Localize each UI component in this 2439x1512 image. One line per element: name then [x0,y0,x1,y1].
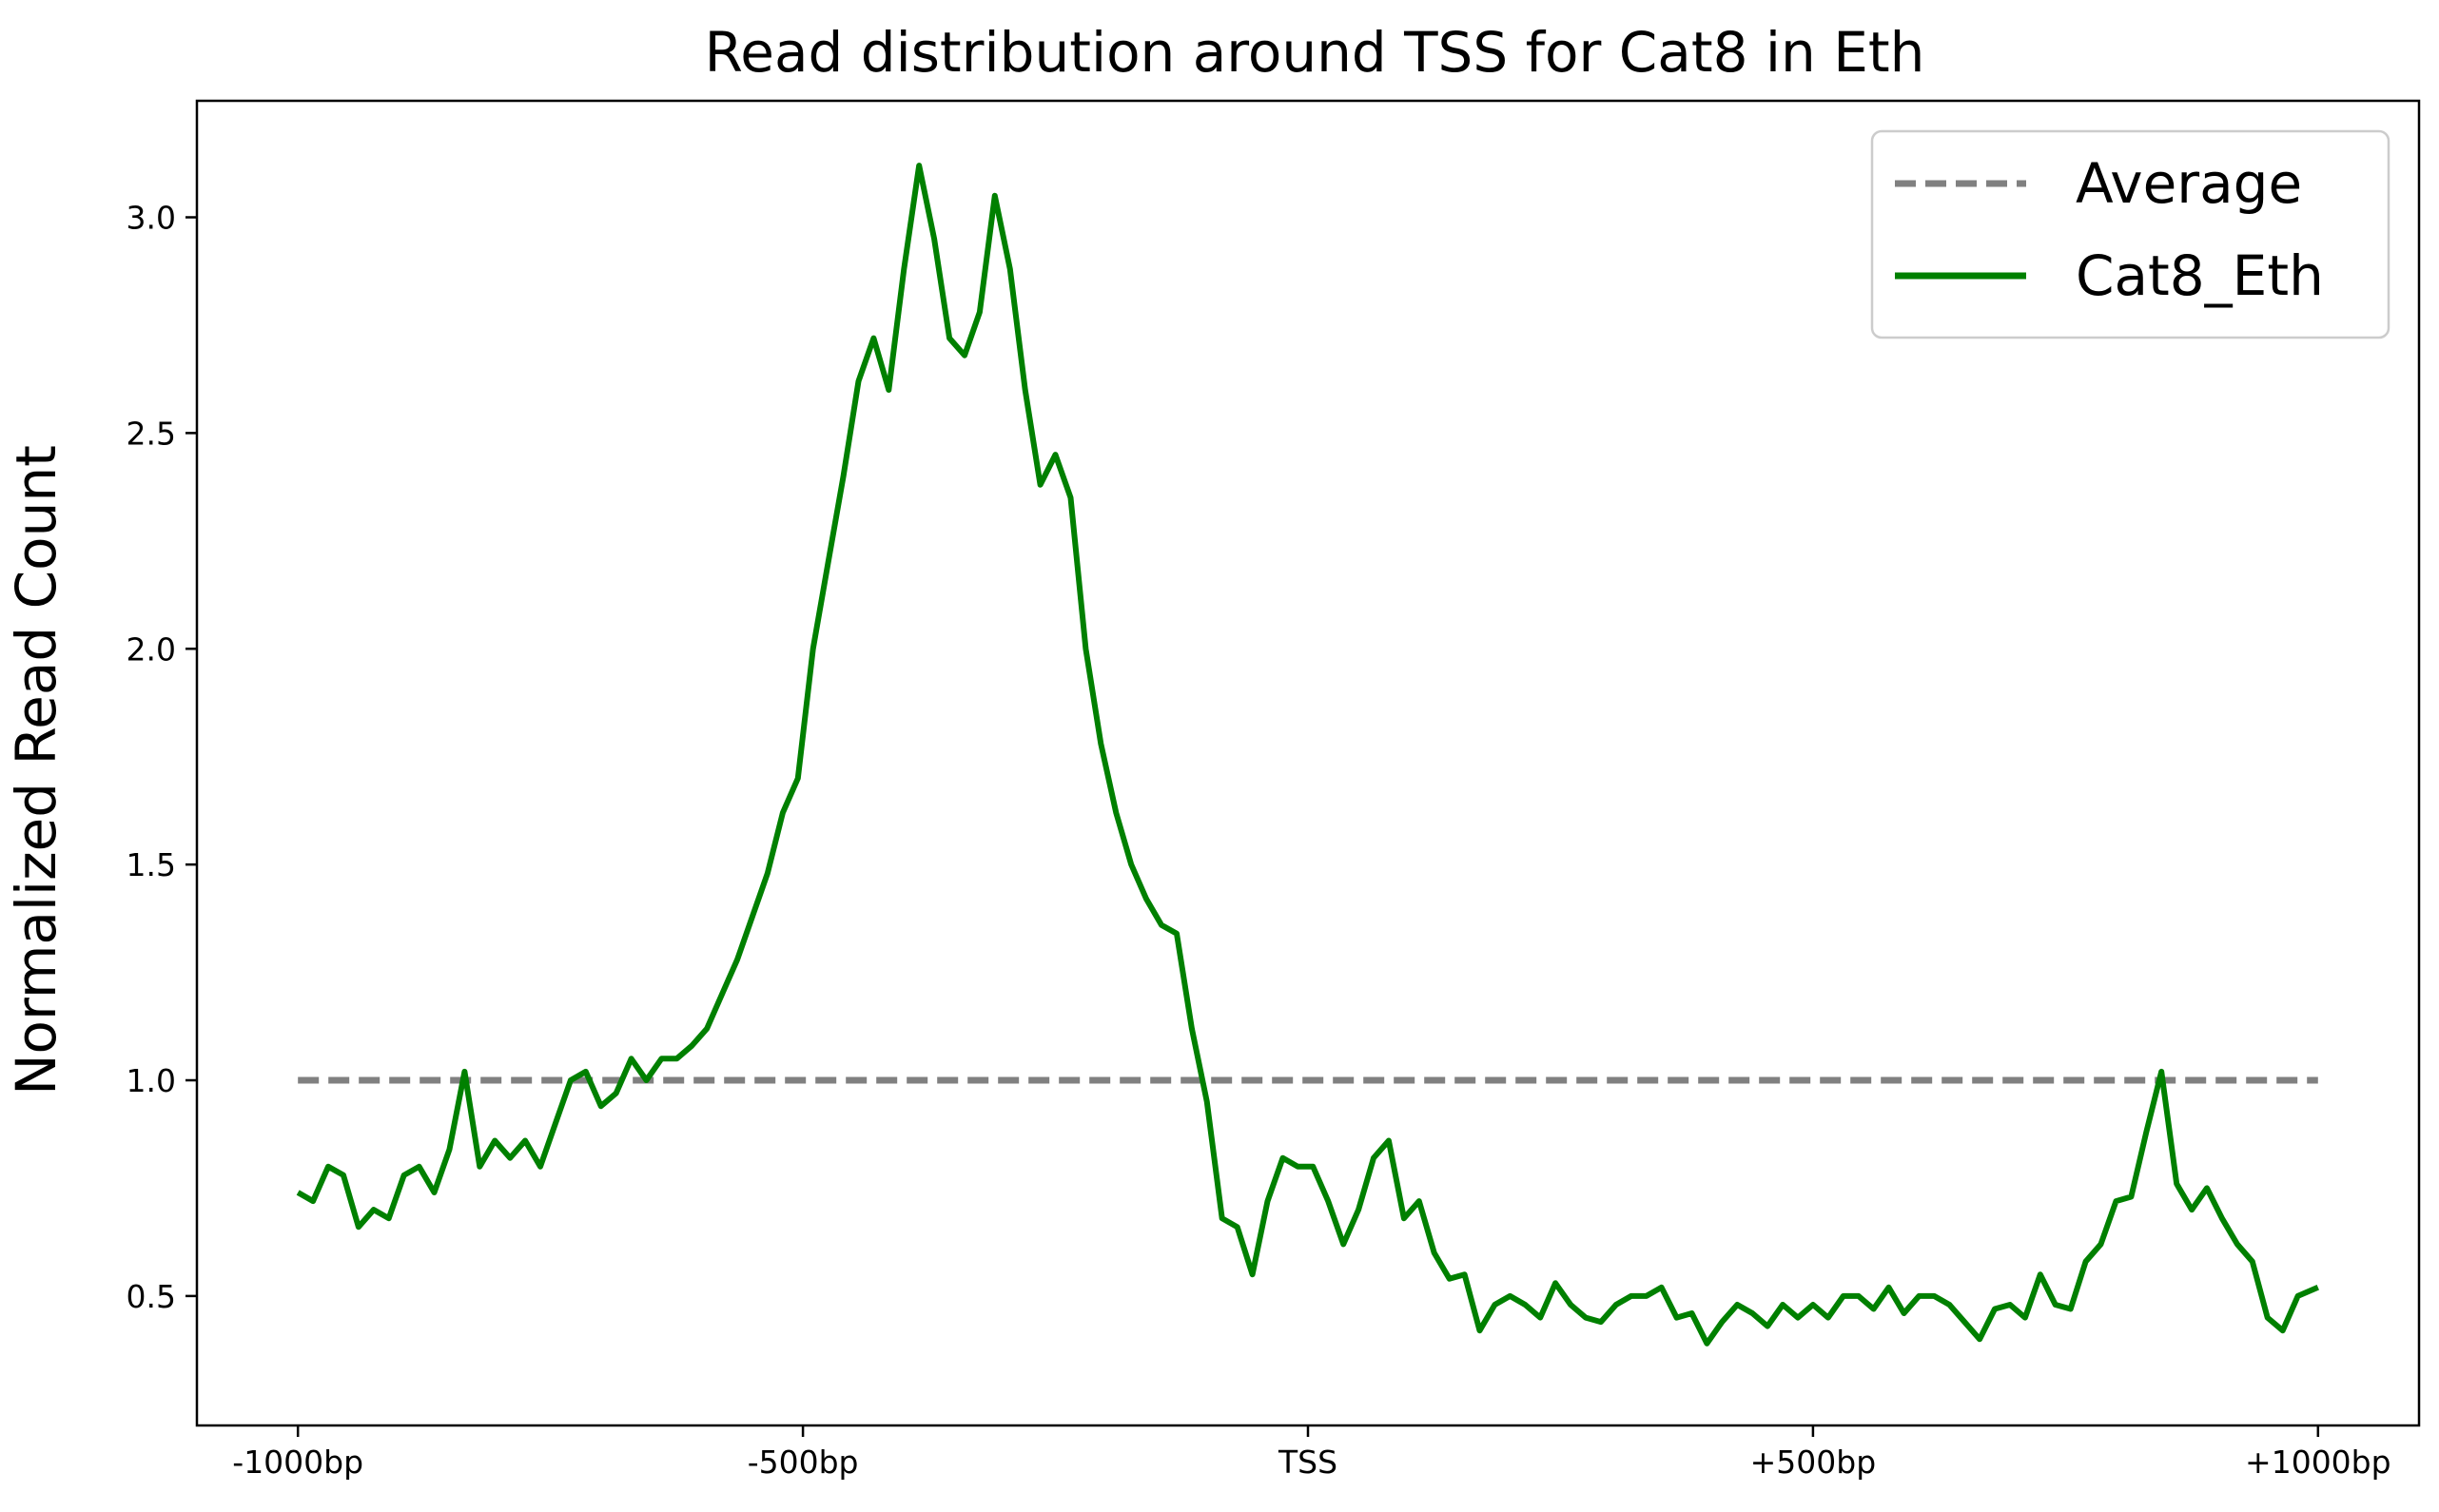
chart-title: Read distribution around TSS for Cat8 in… [705,20,1925,85]
series-layer [296,163,2319,1347]
y-tick-label: 1.5 [127,846,176,883]
y-tick-label: 2.5 [127,415,176,452]
legend-label-average: Average [2076,151,2302,216]
y-tick-label: 2.0 [127,630,176,668]
x-axis: -1000bp -500bp TSS +500bp +1000bp [232,1425,2391,1481]
x-tick-label: TSS [1278,1444,1337,1481]
legend-label-cat8-eth: Cat8_Eth [2076,243,2324,308]
y-tick-label: 1.0 [127,1062,176,1099]
y-axis-label: Normalized Read Count [4,445,68,1095]
y-tick-label: 0.5 [127,1278,176,1315]
legend: Average Cat8_Eth [1870,129,2390,339]
series-line-cat8-eth [296,163,2319,1347]
x-tick-label: +500bp [1750,1444,1877,1481]
y-tick-label: 3.0 [127,200,176,237]
plot-area: -1000bp -500bp TSS +500bp +1000bp 0.5 1.0 1.5 2… [127,99,2421,1481]
y-axis: 0.5 1.0 1.5 2.0 2.5 3.0 [127,200,197,1315]
x-tick-label: -1000bp [232,1444,363,1481]
x-tick-label: -500bp [748,1444,859,1481]
x-tick-label: +1000bp [2245,1444,2391,1481]
